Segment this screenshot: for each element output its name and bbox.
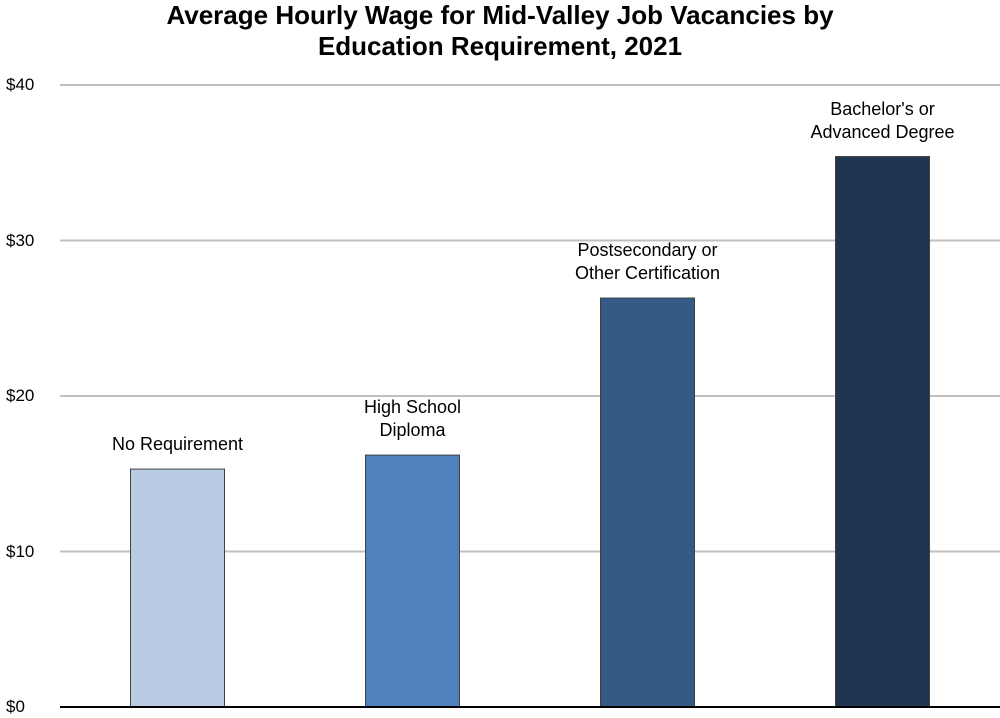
y-tick-label: $30 <box>6 230 35 250</box>
y-tick-label: $20 <box>6 386 35 405</box>
y-tick-label: $40 <box>6 75 35 94</box>
bar <box>365 454 460 708</box>
chart-title: Average Hourly Wage for Mid-Valley Job V… <box>166 0 834 61</box>
bar <box>600 297 695 708</box>
bar <box>130 468 225 708</box>
category-label: No Requirement <box>111 434 244 455</box>
y-tick-label: $10 <box>6 541 35 561</box>
category-label: Bachelor's or Advanced Degree <box>810 98 955 142</box>
bar <box>835 156 930 708</box>
category-label: High School Diploma <box>363 397 462 441</box>
category-label: Postsecondary or Other Certification <box>574 240 721 284</box>
y-tick-label: $0 <box>6 697 25 716</box>
